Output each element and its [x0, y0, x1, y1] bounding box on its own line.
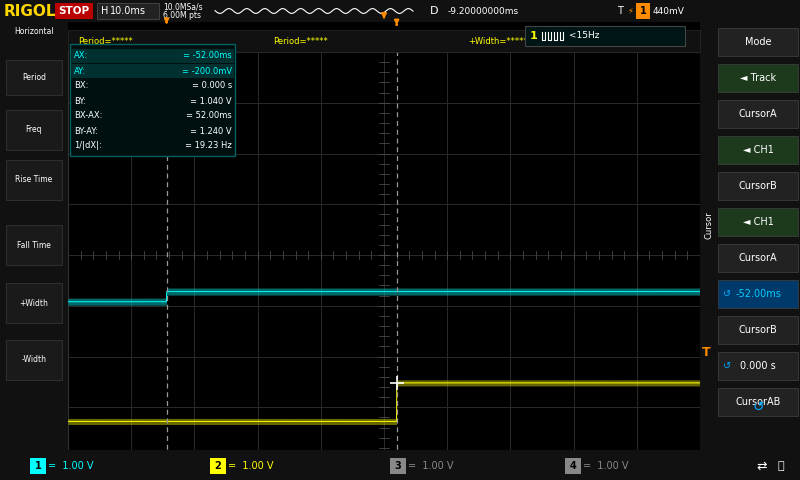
Text: =  1.00 V: = 1.00 V: [48, 461, 94, 471]
Text: 2: 2: [214, 461, 222, 471]
Text: ↺: ↺: [752, 400, 764, 414]
Text: =  1.00 V: = 1.00 V: [228, 461, 274, 471]
Text: 10.0ms: 10.0ms: [110, 6, 146, 16]
Text: AY:: AY:: [74, 67, 86, 75]
Text: +Width=*****: +Width=*****: [468, 36, 528, 46]
Bar: [718, 136, 798, 164]
Text: Mode: Mode: [745, 37, 771, 47]
Bar: [718, 172, 798, 200]
Bar: [162, 22, 171, 30]
Text: CursorB: CursorB: [738, 325, 778, 335]
Bar: [718, 244, 798, 272]
Text: Fall Time: Fall Time: [17, 240, 51, 250]
Text: Period: Period: [22, 73, 46, 82]
Text: RIGOL: RIGOL: [4, 3, 57, 19]
Bar: [97, 3, 159, 19]
Bar: [6, 160, 62, 200]
Text: BX:: BX:: [74, 82, 88, 91]
Text: ◄ CH1: ◄ CH1: [742, 217, 774, 227]
Text: 🔊: 🔊: [778, 461, 784, 471]
Text: =  1.00 V: = 1.00 V: [408, 461, 454, 471]
Text: 3: 3: [394, 461, 402, 471]
Bar: [718, 208, 798, 236]
Bar: [718, 352, 798, 380]
Text: BX-AX:: BX-AX:: [74, 111, 102, 120]
Text: CursorB: CursorB: [738, 181, 778, 191]
Text: ↺: ↺: [723, 361, 731, 371]
Bar: [700, 22, 800, 450]
Text: ⚡: ⚡: [627, 7, 633, 15]
Bar: [70, 44, 235, 156]
Bar: [30, 458, 46, 474]
Bar: [636, 3, 650, 19]
Text: Horizontal: Horizontal: [14, 27, 54, 36]
Text: Rise Time: Rise Time: [15, 176, 53, 184]
Text: = 52.00ms: = 52.00ms: [186, 111, 232, 120]
Text: STOP: STOP: [58, 6, 90, 16]
Bar: [0, 450, 800, 480]
Text: 1: 1: [640, 6, 646, 16]
Bar: [210, 458, 226, 474]
Bar: [718, 28, 798, 56]
Text: =  1.00 V: = 1.00 V: [583, 461, 629, 471]
Text: 0.000 s: 0.000 s: [740, 361, 776, 371]
Text: T: T: [617, 6, 623, 16]
Text: T: T: [702, 347, 710, 360]
Bar: [6, 110, 62, 150]
Bar: [6, 340, 62, 380]
Text: = 0.000 s: = 0.000 s: [192, 82, 232, 91]
Bar: [6, 225, 62, 265]
Text: -52.00ms: -52.00ms: [735, 289, 781, 299]
Text: 2: 2: [58, 417, 65, 426]
Bar: [55, 3, 93, 19]
Text: BY:: BY:: [74, 96, 86, 106]
Bar: [0, 22, 68, 450]
Text: CursorAB: CursorAB: [735, 397, 781, 407]
Bar: [718, 100, 798, 128]
Text: ↺: ↺: [723, 289, 731, 299]
Text: +Width: +Width: [19, 299, 49, 308]
Text: = -52.00ms: = -52.00ms: [183, 51, 232, 60]
Bar: [718, 316, 798, 344]
Bar: [6, 60, 62, 95]
Bar: [718, 64, 798, 92]
Text: 6.00M pts: 6.00M pts: [163, 11, 201, 20]
Text: BY-AY:: BY-AY:: [74, 127, 98, 135]
Text: -9.20000000ms: -9.20000000ms: [448, 7, 519, 15]
Text: ◄ CH1: ◄ CH1: [742, 145, 774, 155]
Bar: [71, 49, 234, 63]
Bar: [68, 30, 700, 52]
Bar: [390, 458, 406, 474]
Text: Cursor: Cursor: [705, 211, 714, 239]
Text: Period=*****: Period=*****: [78, 36, 133, 46]
Text: ◄ Track: ◄ Track: [740, 73, 776, 83]
Text: AX:: AX:: [74, 51, 88, 60]
Bar: [718, 388, 798, 416]
Text: 1/|dX|:: 1/|dX|:: [74, 142, 102, 151]
Bar: [71, 64, 234, 78]
Text: H: H: [101, 6, 108, 16]
Text: Period=*****: Period=*****: [273, 36, 328, 46]
Bar: [565, 458, 581, 474]
Text: 440mV: 440mV: [653, 7, 685, 15]
Text: CursorA: CursorA: [738, 109, 778, 119]
Text: CursorA: CursorA: [738, 253, 778, 263]
Text: 10.0MSa/s: 10.0MSa/s: [163, 2, 202, 12]
Bar: [0, 0, 800, 22]
Text: <15Hz: <15Hz: [566, 32, 599, 40]
Text: = 1.240 V: = 1.240 V: [190, 127, 232, 135]
Text: -Width: -Width: [22, 356, 46, 364]
Text: ⇄: ⇄: [757, 459, 767, 472]
Text: Freq: Freq: [26, 125, 42, 134]
Text: 1: 1: [530, 31, 538, 41]
Text: = -200.0mV: = -200.0mV: [182, 67, 232, 75]
Text: 1: 1: [34, 461, 42, 471]
Bar: [718, 280, 798, 308]
Text: D: D: [430, 6, 438, 16]
Text: = 19.23 Hz: = 19.23 Hz: [186, 142, 232, 151]
Bar: [525, 26, 685, 46]
Bar: [6, 283, 62, 323]
Text: = 1.040 V: = 1.040 V: [190, 96, 232, 106]
Text: 4: 4: [570, 461, 576, 471]
